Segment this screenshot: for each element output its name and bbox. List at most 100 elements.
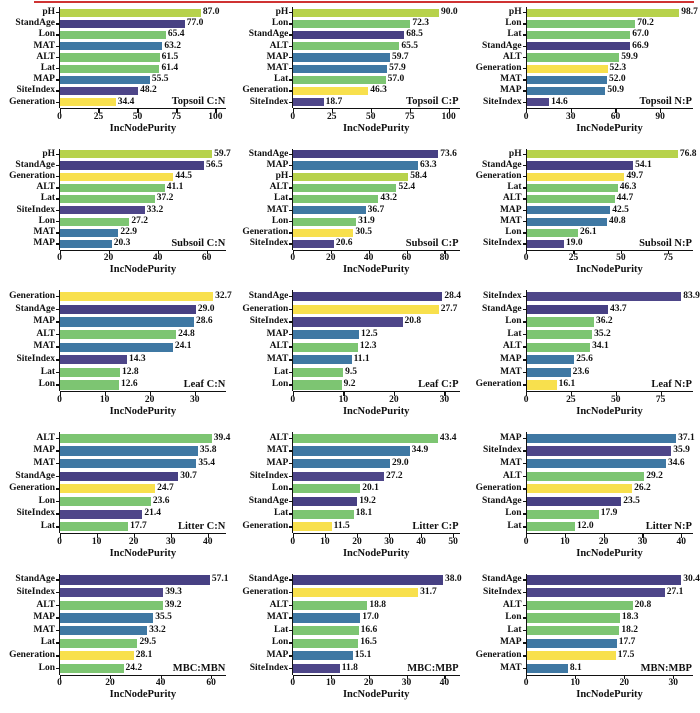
bar-track: 35.2 bbox=[525, 328, 700, 341]
y-tick-mark bbox=[289, 308, 293, 311]
importance-bar bbox=[60, 329, 177, 340]
importance-bar bbox=[293, 342, 358, 352]
x-tick-label: 40 bbox=[439, 678, 450, 689]
panel-title: MBC:MBN bbox=[172, 662, 226, 674]
bar-track: 34.9 bbox=[292, 444, 466, 458]
bar-track: 18.1 bbox=[292, 507, 466, 521]
value-label: 58.4 bbox=[410, 170, 427, 181]
y-tick-mark bbox=[56, 488, 59, 490]
plot-area: ALT 43.4 MAT 34.9 MAP 29.0 SiteIndex 27.2 Lon 20.… bbox=[233, 432, 466, 534]
bar-track: 12.3 bbox=[292, 340, 466, 354]
bar-row: Generation 44.5 bbox=[0, 171, 233, 183]
bar-track: 24.8 bbox=[59, 328, 233, 341]
y-tick-mark bbox=[56, 90, 59, 92]
y-tick-mark bbox=[522, 56, 526, 59]
bar-row: MAP 25.6 bbox=[467, 353, 700, 367]
category-label: MAP bbox=[499, 637, 522, 648]
x-tick-mark bbox=[660, 392, 662, 396]
importance-bar bbox=[60, 600, 163, 610]
bar-track: 72.3 bbox=[292, 18, 466, 30]
y-tick-mark bbox=[289, 153, 293, 156]
bar-track: 55.5 bbox=[59, 74, 233, 86]
bar-track: 36.2 bbox=[525, 315, 700, 329]
bar-track: 83.9 bbox=[525, 290, 700, 303]
x-tick-label: 40 bbox=[676, 536, 687, 547]
value-label: 12.8 bbox=[121, 366, 139, 377]
category-label: StandAge bbox=[15, 18, 55, 29]
bar-track: 20.6 bbox=[292, 238, 466, 250]
value-label: 35.8 bbox=[199, 445, 217, 456]
importance-bar bbox=[293, 19, 411, 28]
value-label: 72.3 bbox=[412, 18, 430, 29]
bar-track: 8.1 bbox=[525, 662, 700, 675]
category-label: SiteIndex bbox=[16, 204, 55, 215]
y-tick-mark bbox=[522, 346, 526, 348]
y-tick-mark bbox=[522, 175, 526, 178]
category-label: Lon bbox=[271, 483, 289, 494]
importance-bar bbox=[293, 172, 409, 181]
category-label: Lon bbox=[505, 227, 522, 238]
x-tick-mark bbox=[368, 675, 370, 680]
category-label: MAT bbox=[33, 341, 55, 352]
bar-track: 29.2 bbox=[525, 469, 700, 483]
x-tick-label: 20 bbox=[105, 678, 115, 689]
x-tick-label: 0 bbox=[57, 394, 62, 405]
x-tick-mark bbox=[292, 675, 294, 680]
category-label: MAT bbox=[33, 40, 55, 51]
value-label: 37.2 bbox=[156, 193, 174, 204]
bar-row: MAT 63.2 bbox=[0, 40, 233, 52]
x-tick-mark bbox=[133, 534, 135, 538]
category-label: StandAge bbox=[248, 148, 289, 159]
x-tick-mark bbox=[444, 250, 446, 255]
bar-track: 57.1 bbox=[59, 573, 233, 587]
y-tick-mark bbox=[522, 475, 526, 477]
bar-row: ALT 44.7 bbox=[467, 193, 700, 205]
x-axis-label: IncNodePurity bbox=[576, 547, 643, 559]
x-tick-label: 0 bbox=[57, 536, 62, 547]
category-label: ALT bbox=[502, 51, 522, 62]
chart-panel: pH 59.7 StandAge 56.5 Generation 44.5 ALT 41.1 L… bbox=[0, 146, 233, 288]
bar-track: 30.4 bbox=[525, 573, 700, 587]
importance-bar bbox=[293, 433, 438, 443]
bar-track: 11.1 bbox=[292, 353, 466, 367]
x-tick-mark bbox=[526, 250, 528, 255]
importance-bar bbox=[293, 471, 384, 481]
bar-track: 27.2 bbox=[59, 216, 233, 228]
x-axis: 0 25 50 75 100 bbox=[290, 108, 460, 122]
y-tick-mark bbox=[522, 101, 526, 104]
value-label: 34.1 bbox=[592, 341, 609, 352]
value-label: 31.9 bbox=[358, 215, 375, 226]
value-label: 32.7 bbox=[215, 290, 232, 301]
bar-row: SiteIndex 27.2 bbox=[233, 469, 466, 483]
y-tick-mark bbox=[522, 655, 526, 657]
x-axis-label: IncNodePurity bbox=[109, 122, 177, 134]
bar-row: Generation 11.5 bbox=[233, 520, 466, 534]
y-tick-mark bbox=[56, 164, 59, 167]
x-tick-label: 40 bbox=[363, 253, 374, 264]
bar-track: 67.0 bbox=[525, 29, 700, 41]
value-label: 19.0 bbox=[566, 238, 583, 249]
x-tick-mark bbox=[673, 675, 675, 680]
y-tick-mark bbox=[289, 232, 293, 234]
bar-row: Lat 29.5 bbox=[0, 636, 233, 650]
importance-bar bbox=[526, 509, 599, 519]
bar-track: 27.1 bbox=[525, 586, 700, 599]
bar-row: Lon 9.2 bbox=[233, 378, 466, 392]
bar-track: 40.8 bbox=[525, 216, 700, 228]
bar-row: Lon 72.3 bbox=[233, 18, 466, 30]
importance-bar bbox=[60, 355, 127, 365]
bar-row: Lat 67.0 bbox=[467, 29, 700, 41]
importance-bar bbox=[60, 217, 130, 226]
bar-row: Generation 46.3 bbox=[233, 85, 466, 97]
x-tick-mark bbox=[444, 392, 446, 396]
value-label: 37.1 bbox=[678, 432, 695, 443]
value-label: 29.0 bbox=[197, 303, 215, 314]
bar-track: 26.1 bbox=[525, 227, 700, 239]
bar-row: ALT 34.1 bbox=[467, 340, 700, 354]
importance-bar bbox=[60, 367, 120, 378]
value-label: 25.6 bbox=[576, 354, 593, 365]
value-label: 23.5 bbox=[623, 495, 640, 506]
bar-track: 18.2 bbox=[525, 624, 700, 637]
importance-bar bbox=[293, 575, 443, 585]
category-label: MAT bbox=[266, 204, 289, 215]
